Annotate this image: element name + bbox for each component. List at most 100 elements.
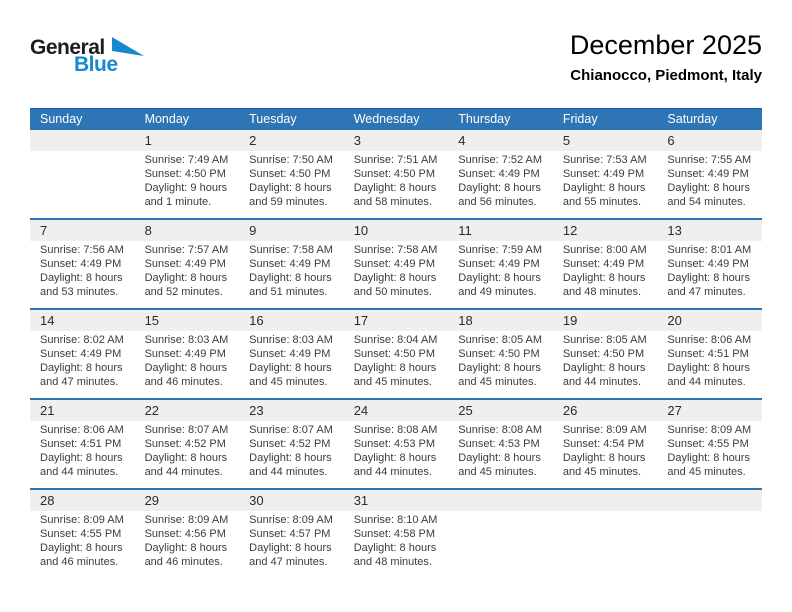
day-detail-line: Sunrise: 7:59 AM — [458, 244, 543, 256]
logo-text-general: General — [30, 36, 105, 59]
day-detail-line: Daylight: 8 hours and 44 minutes. — [667, 362, 750, 388]
week-row-5: 28 29 30 31 Sunrise: 8:09 AM Sunset: 4:55 PM D… — [30, 488, 762, 578]
day-detail-line: Sunrise: 8:08 AM — [458, 424, 543, 436]
day-cell-29: Sunrise: 8:09 AM Sunset: 4:56 PM Daylight:… — [135, 511, 240, 578]
day-detail-line: Sunset: 4:52 PM — [144, 438, 226, 450]
day-cell-20: Sunrise: 8:06 AM Sunset: 4:51 PM Daylight:… — [657, 331, 762, 398]
day-cell-18: Sunrise: 8:05 AM Sunset: 4:50 PM Daylight:… — [448, 331, 553, 398]
day-cell-9: Sunrise: 7:58 AM Sunset: 4:49 PM Daylight:… — [239, 241, 344, 308]
day-detail-line: Daylight: 8 hours and 44 minutes. — [562, 362, 646, 388]
location-subtitle: Chianocco, Piedmont, Italy — [570, 67, 762, 84]
day-detail-line: Sunset: 4:50 PM — [353, 168, 436, 180]
day-detail-line: Sunrise: 7:58 AM — [353, 244, 438, 256]
day-detail-line: Daylight: 8 hours and 49 minutes. — [458, 272, 541, 298]
day-cell-30: Sunrise: 8:09 AM Sunset: 4:57 PM Daylight:… — [239, 511, 344, 578]
day-detail-line: Daylight: 8 hours and 48 minutes. — [353, 542, 437, 568]
day-number-24: 24 — [353, 403, 369, 418]
day-detail-line: Sunset: 4:49 PM — [458, 258, 540, 270]
day-detail-line: Sunrise: 7:56 AM — [40, 244, 124, 256]
empty-day-number — [448, 490, 553, 511]
day-cell-31: Sunrise: 8:10 AM Sunset: 4:58 PM Daylight:… — [344, 511, 449, 578]
day-cell-8: Sunrise: 7:57 AM Sunset: 4:49 PM Daylight:… — [135, 241, 240, 308]
day-detail-line: Sunset: 4:49 PM — [40, 258, 122, 270]
day-number-14: 14 — [40, 313, 55, 328]
day-detail-line: Sunrise: 7:53 AM — [562, 154, 647, 166]
day-detail-line: Daylight: 8 hours and 45 minutes. — [458, 452, 541, 478]
day-detail-line: Sunrise: 8:09 AM — [562, 424, 647, 436]
day-cell-4: Sunrise: 7:52 AM Sunset: 4:49 PM Daylight:… — [448, 151, 553, 218]
day-detail-line: Daylight: 8 hours and 46 minutes. — [144, 362, 228, 388]
day-detail-line: Sunset: 4:49 PM — [667, 258, 749, 270]
day-cell-5: Sunrise: 7:53 AM Sunset: 4:49 PM Daylight:… — [553, 151, 658, 218]
day-detail-line: Sunrise: 8:06 AM — [40, 424, 124, 436]
day-detail-line: Sunrise: 8:09 AM — [40, 514, 124, 526]
day-number-28: 28 — [40, 493, 55, 508]
week-row-1: 1 2 3 4 5 6 Sunrise: 7:49 AM Sunset: 4:50 PM Day… — [30, 130, 762, 218]
week-row-2: 7 8 9 10 11 12 13 Sunrise: 7:56 AM Sunset: 4:49 … — [30, 218, 762, 308]
calendar-page: General Blue December 2025 Chianocco, Pi… — [30, 30, 762, 578]
weekday-header-friday: Friday — [562, 112, 598, 126]
day-detail-line: Daylight: 8 hours and 58 minutes. — [353, 182, 437, 208]
day-number-23: 23 — [249, 403, 264, 418]
day-cell-23: Sunrise: 8:07 AM Sunset: 4:52 PM Daylight:… — [239, 421, 344, 488]
empty-day-cell — [553, 511, 658, 578]
day-cell-25: Sunrise: 8:08 AM Sunset: 4:53 PM Daylight:… — [448, 421, 553, 488]
day-number-band: 14 15 16 17 18 19 20 — [30, 310, 762, 331]
day-number-13: 13 — [667, 223, 682, 238]
day-detail-line: Sunrise: 8:10 AM — [353, 514, 438, 526]
day-cell-1: Sunrise: 7:49 AM Sunset: 4:50 PM Daylight:… — [135, 151, 240, 218]
empty-day-number — [657, 490, 762, 511]
day-detail-line: Sunset: 4:49 PM — [40, 348, 122, 360]
day-detail-line: Daylight: 8 hours and 55 minutes. — [562, 182, 646, 208]
day-detail-line: Daylight: 8 hours and 44 minutes. — [144, 452, 228, 478]
logo-text-blue: Blue — [74, 53, 118, 76]
day-detail-line: Sunrise: 8:07 AM — [144, 424, 229, 436]
day-detail-line: Sunrise: 7:51 AM — [353, 154, 438, 166]
weekday-header-row: Sunday Monday Tuesday Wednesday Thursday Frid… — [30, 108, 762, 130]
day-detail-line: Sunrise: 8:06 AM — [667, 334, 752, 346]
general-blue-logo: General Blue — [30, 36, 160, 76]
day-detail-line: Daylight: 8 hours and 56 minutes. — [458, 182, 541, 208]
day-detail-line: Sunset: 4:55 PM — [40, 528, 122, 540]
day-number-21: 21 — [40, 403, 55, 418]
day-detail-line: Sunrise: 8:07 AM — [249, 424, 333, 436]
day-detail-line: Daylight: 8 hours and 54 minutes. — [667, 182, 750, 208]
day-details-row: Sunrise: 7:56 AM Sunset: 4:49 PM Daylight:… — [30, 241, 762, 308]
day-number-15: 15 — [144, 313, 160, 328]
day-detail-line: Sunrise: 7:55 AM — [667, 154, 752, 166]
day-number-band: 7 8 9 10 11 12 13 — [30, 220, 762, 241]
day-cell-28: Sunrise: 8:09 AM Sunset: 4:55 PM Daylight:… — [30, 511, 135, 578]
day-detail-line: Sunrise: 8:01 AM — [667, 244, 752, 256]
day-cell-2: Sunrise: 7:50 AM Sunset: 4:50 PM Daylight:… — [239, 151, 344, 218]
day-number-11: 11 — [458, 223, 472, 238]
day-detail-line: Sunrise: 7:52 AM — [458, 154, 543, 166]
day-detail-line: Daylight: 8 hours and 47 minutes. — [249, 542, 332, 568]
day-cell-15: Sunrise: 8:03 AM Sunset: 4:49 PM Daylight:… — [135, 331, 240, 398]
day-detail-line: Sunset: 4:57 PM — [249, 528, 331, 540]
day-detail-line: Daylight: 8 hours and 45 minutes. — [562, 452, 646, 478]
day-number-3: 3 — [353, 133, 361, 148]
day-number-16: 16 — [249, 313, 264, 328]
day-detail-line: Sunset: 4:49 PM — [562, 168, 645, 180]
day-number-6: 6 — [667, 133, 675, 148]
day-cell-6: Sunrise: 7:55 AM Sunset: 4:49 PM Daylight:… — [657, 151, 762, 218]
calendar-table: Sunday Monday Tuesday Wednesday Thursday Frid… — [30, 108, 762, 578]
day-cell-26: Sunrise: 8:09 AM Sunset: 4:54 PM Daylight:… — [553, 421, 658, 488]
day-cell-27: Sunrise: 8:09 AM Sunset: 4:55 PM Daylight:… — [657, 421, 762, 488]
day-detail-line: Sunset: 4:49 PM — [249, 348, 331, 360]
day-detail-line: Sunset: 4:50 PM — [353, 348, 436, 360]
day-number-band: 28 29 30 31 — [30, 490, 762, 511]
day-detail-line: Sunrise: 8:03 AM — [144, 334, 229, 346]
day-detail-line: Sunrise: 8:03 AM — [249, 334, 333, 346]
day-detail-line: Sunset: 4:53 PM — [353, 438, 436, 450]
day-details-row: Sunrise: 8:06 AM Sunset: 4:51 PM Daylight:… — [30, 421, 762, 488]
day-number-4: 4 — [458, 133, 466, 148]
day-detail-line: Sunrise: 8:09 AM — [249, 514, 333, 526]
day-cell-14: Sunrise: 8:02 AM Sunset: 4:49 PM Daylight:… — [30, 331, 135, 398]
day-number-29: 29 — [144, 493, 160, 508]
day-details-row: Sunrise: 8:09 AM Sunset: 4:55 PM Daylight:… — [30, 511, 762, 578]
day-detail-line: Daylight: 8 hours and 44 minutes. — [353, 452, 437, 478]
empty-day-cell — [657, 511, 762, 578]
day-detail-line: Sunrise: 8:05 AM — [562, 334, 647, 346]
week-row-3: 14 15 16 17 18 19 20 Sunrise: 8:02 AM Sunset: 4:… — [30, 308, 762, 398]
